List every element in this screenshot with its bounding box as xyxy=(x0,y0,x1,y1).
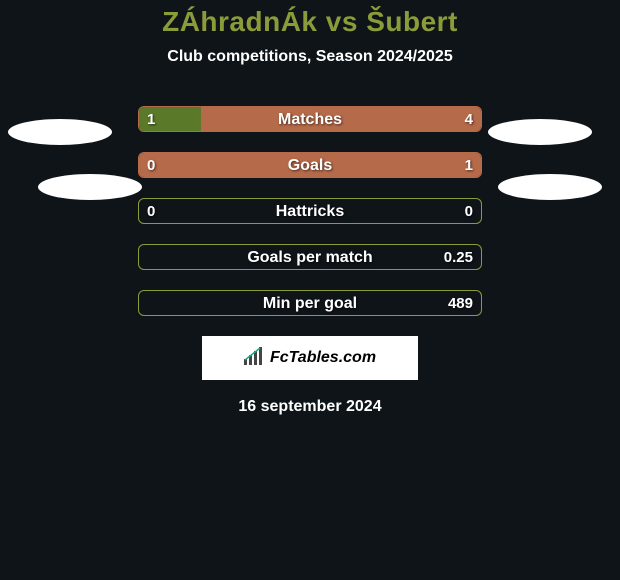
stat-label: Matches xyxy=(139,107,481,132)
stat-bar: Matches1 4 xyxy=(138,106,482,132)
stat-value-right: 0 xyxy=(465,199,473,224)
chart-icon xyxy=(244,347,264,370)
brand-label: FcTables.com xyxy=(270,349,376,367)
stat-value-left: 0 xyxy=(147,153,155,178)
stat-label: Min per goal xyxy=(139,291,481,316)
stat-row: Matches1 4 xyxy=(0,96,620,142)
stat-value-right: 489 xyxy=(448,291,473,316)
stat-label: Goals xyxy=(139,153,481,178)
stat-label: Hattricks xyxy=(139,199,481,224)
stat-label: Goals per match xyxy=(139,245,481,270)
date-line: 16 september 2024 xyxy=(0,398,620,416)
brand-logo: FcTables.com xyxy=(202,336,418,380)
stat-row: Min per goal489 xyxy=(0,280,620,326)
stat-row: Goals per match0.25 xyxy=(0,234,620,280)
stat-value-left: 0 xyxy=(147,199,155,224)
stat-row: Goals0 1 xyxy=(0,142,620,188)
stats-area: Matches14Goals01Hattricks00Goals per mat… xyxy=(0,96,620,326)
page-title: ZÁhradnÁk vs Šubert xyxy=(0,6,620,38)
stat-value-right: 0.25 xyxy=(444,245,473,270)
stat-row: Hattricks0 0 xyxy=(0,188,620,234)
stat-bar: Goals per match0.25 xyxy=(138,244,482,270)
subtitle: Club competitions, Season 2024/2025 xyxy=(0,48,620,66)
stat-bar: Hattricks0 0 xyxy=(138,198,482,224)
stat-value-left: 1 xyxy=(147,107,155,132)
stat-bar: Goals0 1 xyxy=(138,152,482,178)
stat-value-right: 1 xyxy=(465,153,473,178)
stat-value-right: 4 xyxy=(465,107,473,132)
stat-bar: Min per goal489 xyxy=(138,290,482,316)
